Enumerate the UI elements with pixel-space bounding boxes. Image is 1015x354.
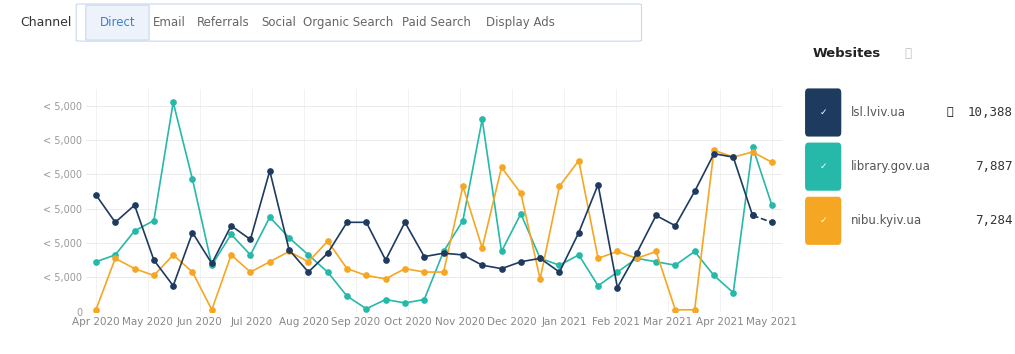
Text: 7,284: 7,284 (975, 214, 1013, 227)
Text: Display Ads: Display Ads (486, 16, 555, 29)
Text: ⓘ: ⓘ (904, 47, 911, 60)
Text: ✓: ✓ (819, 108, 827, 117)
Text: Email: Email (153, 16, 186, 29)
Text: Social: Social (261, 16, 295, 29)
Text: lsl.lviv.ua: lsl.lviv.ua (851, 106, 905, 119)
Text: Referrals: Referrals (197, 16, 250, 29)
Text: library.gov.ua: library.gov.ua (851, 160, 931, 173)
Text: Organic Search: Organic Search (303, 16, 394, 29)
Text: Channel: Channel (20, 16, 71, 29)
Text: nibu.kyiv.ua: nibu.kyiv.ua (851, 214, 922, 227)
Text: Direct: Direct (99, 16, 135, 29)
Text: 🏆: 🏆 (947, 108, 953, 118)
FancyBboxPatch shape (76, 4, 641, 41)
Text: ✓: ✓ (819, 216, 827, 225)
FancyBboxPatch shape (805, 197, 841, 245)
FancyBboxPatch shape (805, 143, 841, 191)
Text: Paid Search: Paid Search (402, 16, 471, 29)
Text: 10,388: 10,388 (968, 106, 1013, 119)
FancyBboxPatch shape (805, 88, 841, 137)
Text: Websites: Websites (812, 47, 881, 60)
Text: ✓: ✓ (819, 162, 827, 171)
Text: 7,887: 7,887 (975, 160, 1013, 173)
FancyBboxPatch shape (86, 5, 149, 40)
